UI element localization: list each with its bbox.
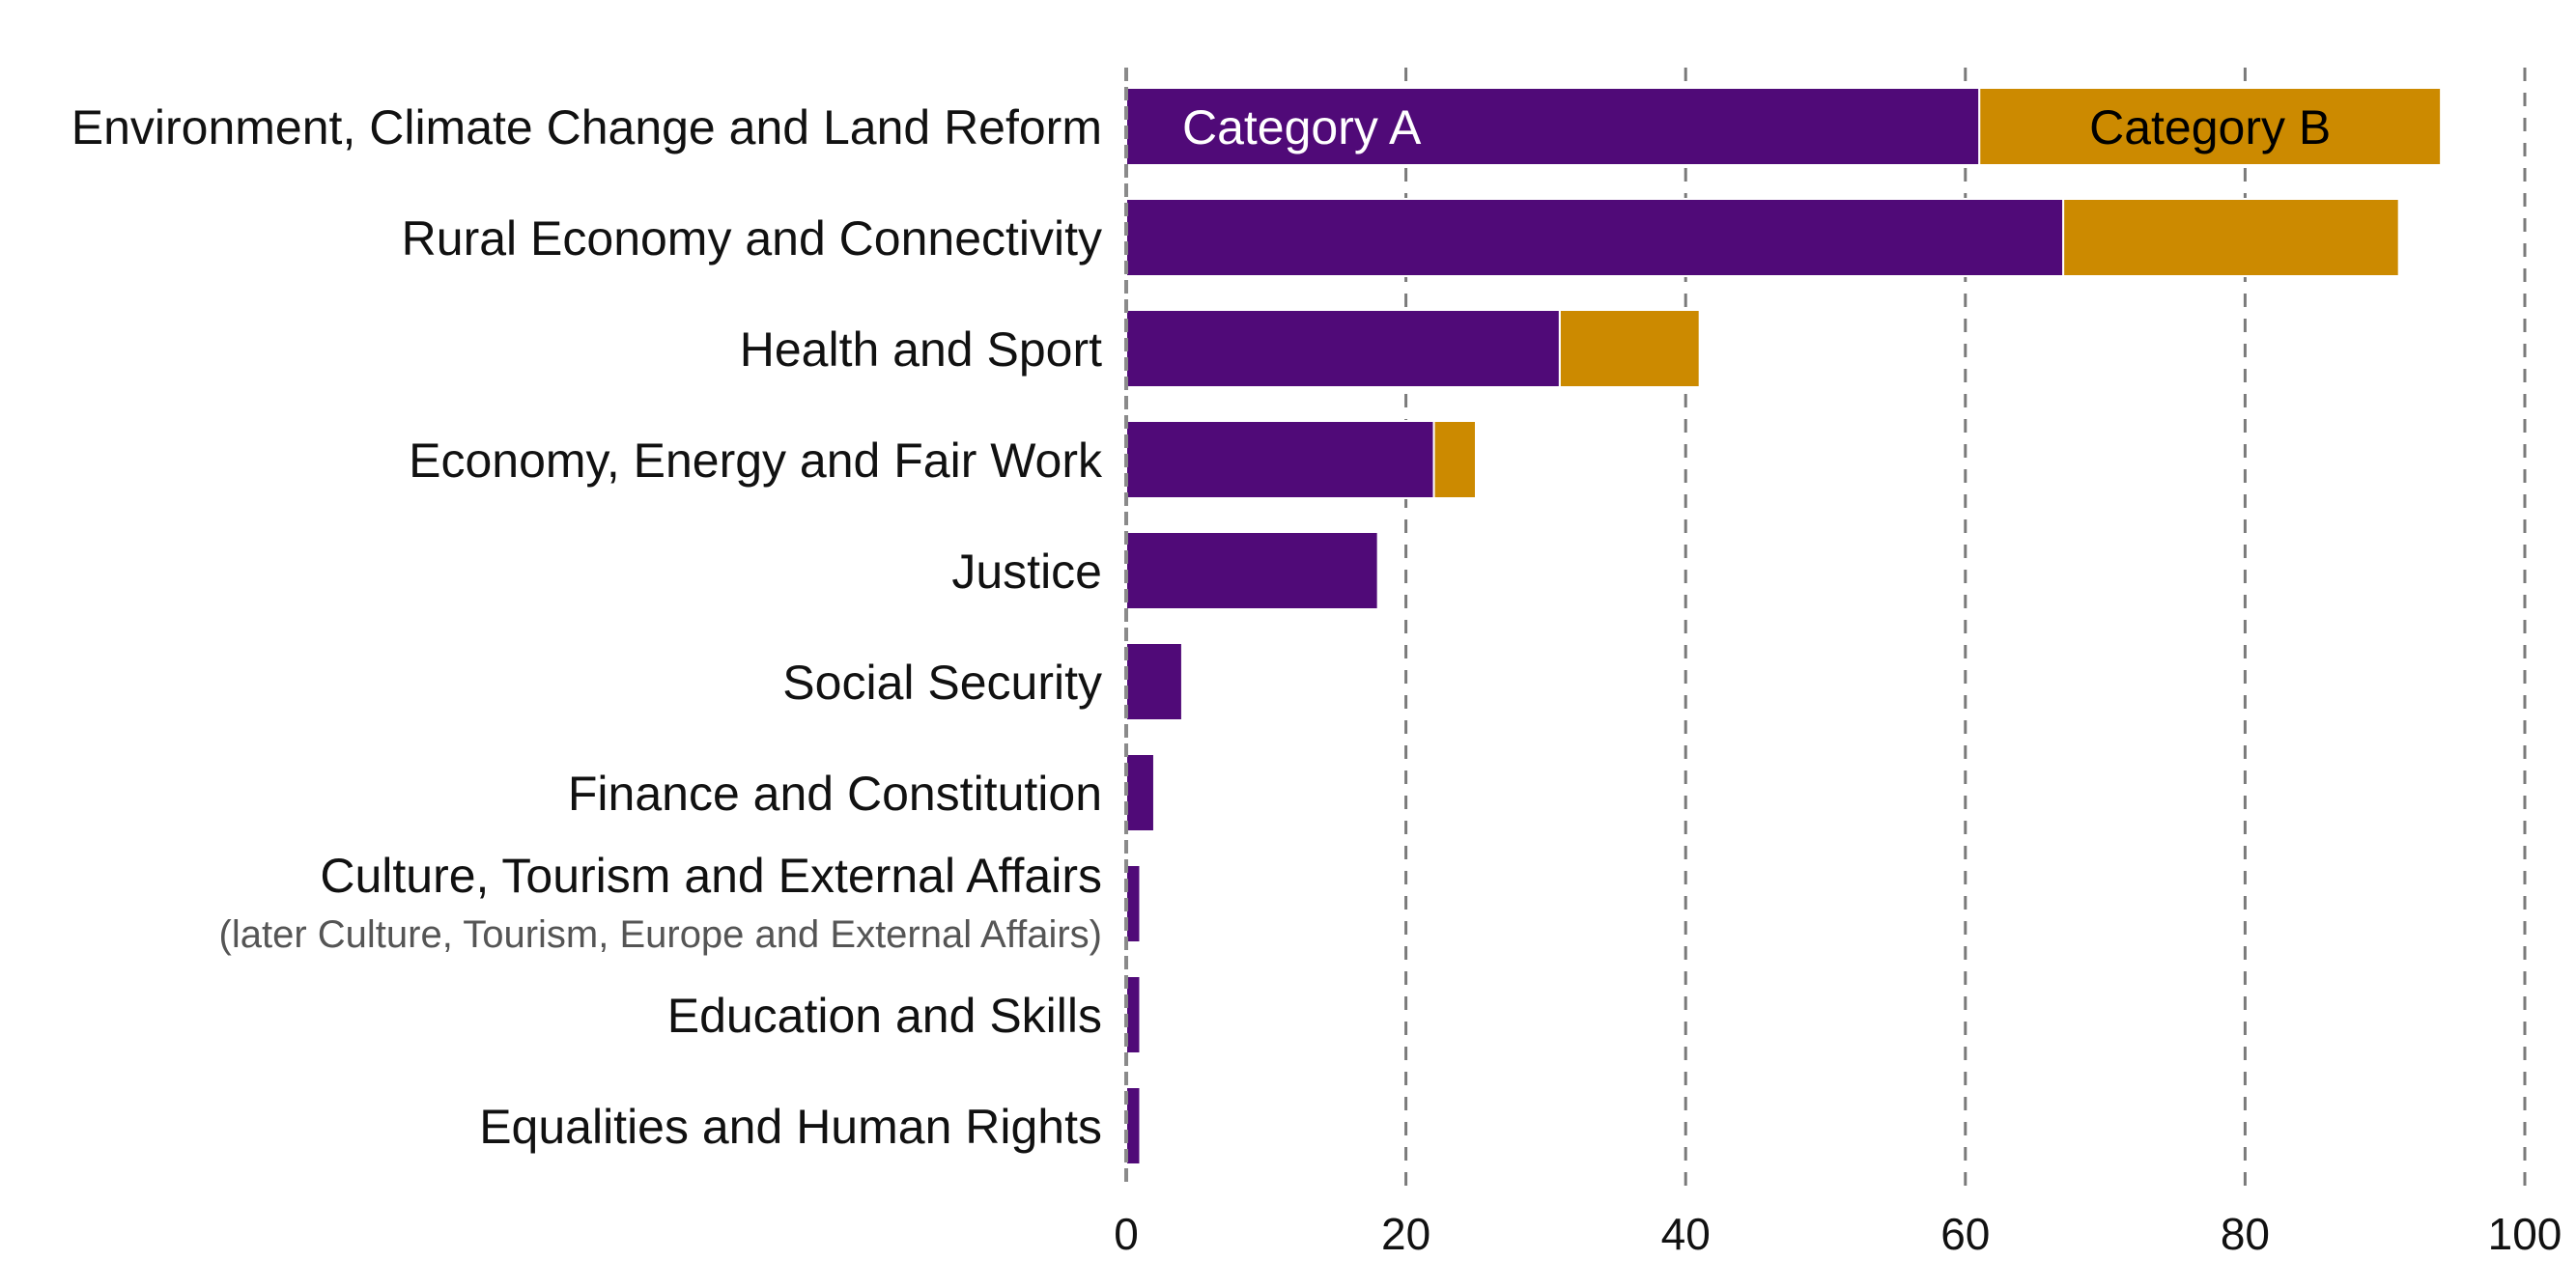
bar-a-7 [1125, 864, 1142, 943]
x-tick-label: 40 [1661, 1209, 1711, 1259]
category-sublabel: (later Culture, Tourism, Europe and Exte… [219, 913, 1103, 956]
x-tick-label: 100 [2488, 1209, 2562, 1259]
category-labels: Environment, Climate Change and Land Ref… [71, 100, 1103, 1154]
bar-b-1 [2062, 198, 2400, 277]
category-label: Education and Skills [667, 989, 1102, 1043]
bar-b-2 [1558, 309, 1701, 388]
x-tick-label: 20 [1381, 1209, 1430, 1259]
bar-a-9 [1125, 1086, 1142, 1165]
bar-a-3 [1125, 420, 1435, 499]
x-tick-label: 60 [1940, 1209, 1990, 1259]
bar-a-0 [1125, 87, 1981, 166]
x-tick-label: 0 [1114, 1209, 1139, 1259]
bar-b-3 [1432, 420, 1478, 499]
x-tick-labels: 0 20 40 60 80 100 [1114, 1209, 2562, 1259]
series-label-category-b: Category B [2089, 100, 2331, 154]
category-label: Economy, Energy and Fair Work [409, 434, 1103, 488]
category-label: Social Security [782, 656, 1102, 710]
category-label: Equalities and Human Rights [479, 1100, 1102, 1154]
bar-a-8 [1125, 975, 1142, 1054]
bar-b-0 [1978, 87, 2443, 166]
category-label: Rural Economy and Connectivity [402, 211, 1102, 266]
category-label: Environment, Climate Change and Land Ref… [71, 100, 1102, 154]
x-tick-label: 80 [2221, 1209, 2270, 1259]
bar-a-2 [1125, 309, 1561, 388]
category-label: Justice [951, 545, 1102, 599]
category-label: Culture, Tourism and External Affairs [320, 849, 1102, 903]
bar-a-5 [1125, 642, 1183, 721]
category-label: Health and Sport [740, 322, 1102, 377]
bars [1125, 87, 2443, 1165]
category-label: Finance and Constitution [568, 767, 1102, 821]
bar-a-6 [1125, 753, 1155, 832]
bar-a-4 [1125, 531, 1379, 610]
series-inline-labels: Category A Category B [1182, 100, 2331, 154]
bar-a-1 [1125, 198, 2065, 277]
series-label-category-a: Category A [1182, 100, 1422, 154]
